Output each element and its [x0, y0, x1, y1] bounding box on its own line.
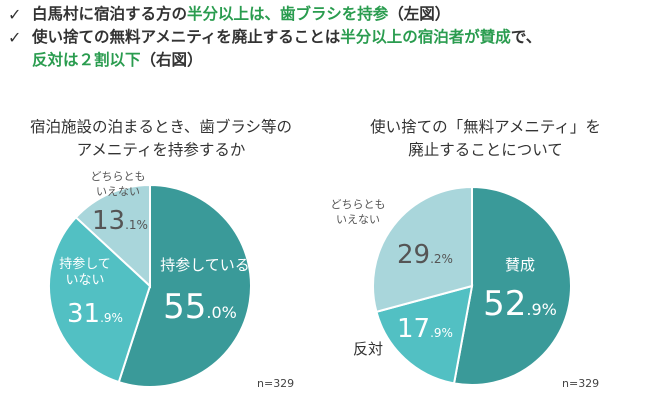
bullet-2-part-1: 使い捨ての無料アメニティを廃止することは [32, 28, 341, 46]
right-pie-slice-2 [375, 284, 474, 385]
bullet-2: ✓ 使い捨ての無料アメニティを廃止することは半分以上の宿泊者が賛成で、反対は２割… [8, 26, 644, 72]
check-icon: ✓ [8, 5, 22, 24]
right-slice-2-label: 反対 [353, 340, 383, 358]
bullet-2-part-5: （右図） [140, 51, 203, 69]
left-slice-1-label: 持参している [160, 256, 250, 274]
left-chart-title-line-1: 宿泊施設の泊まるとき、歯ブラシ等の [29, 118, 293, 136]
left-slice-3-value: 13.1% [92, 206, 148, 236]
right-chart-title-line-2: 廃止することについて [408, 141, 563, 159]
right-slice-2-value: 17.9% [397, 314, 453, 344]
right-sample-size: n=329 [562, 377, 600, 390]
bullet-2-text: 使い捨ての無料アメニティを廃止することは半分以上の宿泊者が賛成で、反対は２割以下… [32, 26, 541, 72]
left-pie-slice-1 [117, 183, 252, 388]
left-chart-title-line-2: アメニティを持参するか [76, 141, 246, 159]
left-sample-size: n=329 [257, 377, 295, 390]
bullet-1-text: 白馬村に宿泊する方の半分以上は、歯ブラシを持参（左図） [32, 3, 450, 26]
left-slice-3-label: どちらともいえない [91, 170, 146, 198]
bullet-1-part-2: 半分以上は、歯ブラシを持参 [187, 5, 389, 23]
right-slice-1-value: 52.9% [483, 284, 557, 324]
left-pie-slice-3 [74, 183, 151, 289]
bullet-1: ✓ 白馬村に宿泊する方の半分以上は、歯ブラシを持参（左図） [8, 3, 644, 26]
right-slice-3-value: 29.2% [397, 240, 453, 270]
right-chart-title-line-1: 使い捨ての「無料アメニティ」を [370, 118, 601, 136]
right-chart-title: 使い捨ての「無料アメニティ」を 廃止することについて [322, 116, 649, 162]
left-slice-2-label: 持参していない [59, 256, 111, 288]
left-chart-title: 宿泊施設の泊まるとき、歯ブラシ等の アメニティを持参するか [0, 116, 322, 162]
right-pie-slice-1 [452, 185, 572, 386]
bullet-2-part-4: 反対は２割以下 [32, 51, 141, 69]
bullet-1-part-1: 白馬村に宿泊する方の [32, 5, 188, 23]
left-pie-slice-2 [48, 215, 152, 384]
check-icon: ✓ [8, 28, 22, 47]
right-slice-3-label: どちらともいえない [331, 198, 386, 226]
summary-bullets: ✓ 白馬村に宿泊する方の半分以上は、歯ブラシを持参（左図） ✓ 使い捨ての無料ア… [8, 3, 644, 72]
bullet-1-part-3: （左図） [388, 5, 451, 23]
bullet-2-part-2: 半分以上の宿泊者が賛成 [340, 28, 511, 46]
left-slice-2-value: 31.9% [67, 299, 123, 329]
right-slice-1-label: 賛成 [505, 256, 535, 274]
right-pie-slice-3 [372, 185, 473, 314]
left-slice-1-value: 55.0% [163, 287, 237, 327]
bullet-2-part-3: で、 [510, 28, 542, 46]
